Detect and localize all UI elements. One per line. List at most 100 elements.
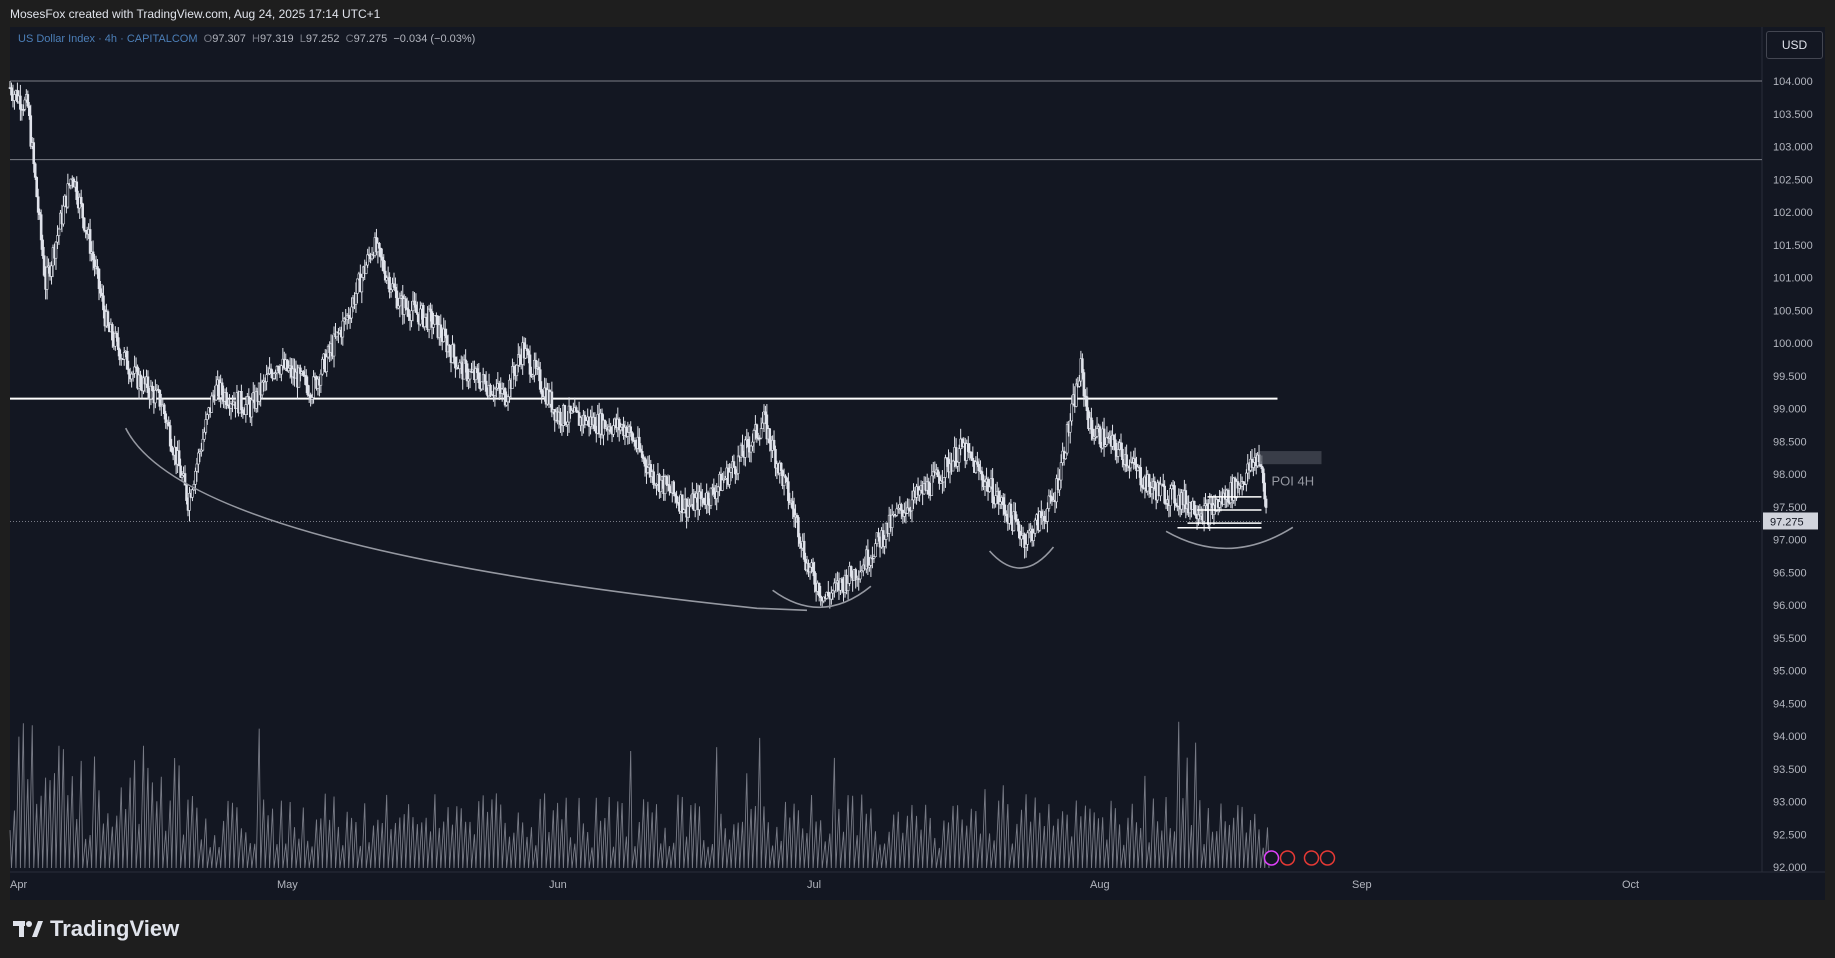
- candle-body: [277, 366, 280, 372]
- y-tick-label: 95.500: [1773, 633, 1807, 645]
- candle-body: [834, 582, 838, 585]
- last-price-badge: [1763, 512, 1818, 530]
- candle-body: [1112, 435, 1116, 441]
- candle-body: [354, 293, 358, 305]
- candle-body: [265, 374, 268, 382]
- candle-body: [423, 317, 426, 327]
- currency-button[interactable]: USD: [1766, 31, 1823, 59]
- candle-body: [54, 241, 58, 259]
- candle-body: [791, 500, 794, 510]
- chart-area[interactable]: [10, 27, 1825, 900]
- candle-body: [1150, 487, 1154, 495]
- symbol-legend: US Dollar Index · 4h · CAPITALCOM O97.30…: [18, 33, 475, 45]
- candle-body: [484, 380, 488, 392]
- candle-body: [930, 475, 934, 496]
- y-tick-label: 93.000: [1773, 797, 1807, 809]
- candle-body: [1133, 458, 1137, 465]
- candle-body: [612, 425, 615, 435]
- x-tick-label: Sep: [1352, 879, 1372, 891]
- candle-body: [497, 383, 501, 389]
- candle-body: [988, 486, 991, 492]
- candle-body: [1263, 482, 1266, 500]
- candle-body: [468, 371, 472, 380]
- candle-body: [29, 115, 33, 147]
- candle-body: [170, 445, 173, 452]
- candle-body: [204, 419, 208, 433]
- candle-body: [195, 463, 199, 472]
- candle-body: [1139, 467, 1143, 486]
- brand-name: TradingView: [50, 916, 180, 941]
- candle-body: [833, 582, 836, 592]
- candle-body: [619, 426, 622, 431]
- candle-body: [866, 549, 870, 568]
- candle-body: [99, 288, 102, 294]
- candle-body: [347, 314, 350, 318]
- event-icon: [1279, 850, 1296, 866]
- tradingview-brand[interactable]: TradingView: [12, 916, 179, 942]
- candle-body: [883, 539, 886, 547]
- candle-body: [505, 401, 508, 406]
- candle-body: [881, 530, 885, 547]
- candle-body: [1020, 535, 1023, 540]
- candle-body: [673, 493, 677, 497]
- candle-body: [1050, 496, 1054, 502]
- candle-body: [378, 243, 381, 249]
- candle-body: [506, 396, 510, 403]
- candle-body: [1023, 533, 1026, 549]
- candle-body: [302, 371, 305, 376]
- arc-middle-trough: [988, 546, 1055, 569]
- candle-body: [458, 362, 462, 370]
- candle-body: [629, 426, 633, 433]
- candle-body: [312, 376, 315, 398]
- candle-body: [75, 181, 79, 200]
- candle-body: [1140, 484, 1144, 488]
- candle-body: [540, 389, 543, 395]
- candle-body: [774, 449, 777, 469]
- x-tick-label: Oct: [1622, 879, 1639, 891]
- candle-body: [382, 259, 386, 272]
- candle-body: [890, 514, 894, 528]
- candle-body: [35, 177, 39, 198]
- candle-body: [802, 540, 806, 560]
- candle-body: [167, 421, 171, 426]
- candle-body: [559, 411, 562, 425]
- legend-symbol[interactable]: US Dollar Index · 4h · CAPITALCOM: [18, 33, 198, 45]
- candle-body: [652, 471, 655, 486]
- candle-body: [860, 570, 864, 573]
- candle-body: [1102, 428, 1106, 447]
- candle-body: [1012, 511, 1016, 531]
- candle-body: [439, 324, 443, 338]
- candle-body: [854, 569, 857, 580]
- candle-body: [210, 395, 214, 413]
- candle-body: [32, 142, 36, 165]
- candle-body: [785, 477, 789, 482]
- candle-body: [321, 358, 324, 375]
- candle-body: [414, 304, 418, 313]
- poi-label: POI 4H: [1271, 474, 1314, 489]
- candle-body: [483, 374, 486, 382]
- y-tick-label: 94.500: [1773, 698, 1807, 710]
- candle-body: [389, 289, 393, 293]
- candle-body: [563, 405, 567, 424]
- candle-body: [1085, 396, 1089, 412]
- candle-body: [659, 479, 663, 493]
- candle-body: [974, 461, 978, 473]
- candle-body: [1032, 532, 1036, 541]
- candle-body: [244, 404, 248, 415]
- candle-body: [1081, 358, 1084, 373]
- candle-body: [397, 305, 400, 309]
- candle-body: [779, 462, 783, 471]
- candle-body: [1043, 515, 1046, 521]
- y-tick-label: 93.500: [1773, 764, 1807, 776]
- legend-high-value: 97.319: [259, 33, 294, 45]
- candle-body: [609, 426, 612, 432]
- candle-body: [10, 87, 13, 96]
- candle-body: [1027, 530, 1031, 534]
- candle-body: [1001, 497, 1005, 506]
- candle-body: [205, 414, 209, 420]
- candle-body: [395, 290, 399, 309]
- y-tick-label: 97.500: [1773, 502, 1807, 514]
- candle-body: [515, 364, 519, 377]
- candle-body: [122, 352, 126, 360]
